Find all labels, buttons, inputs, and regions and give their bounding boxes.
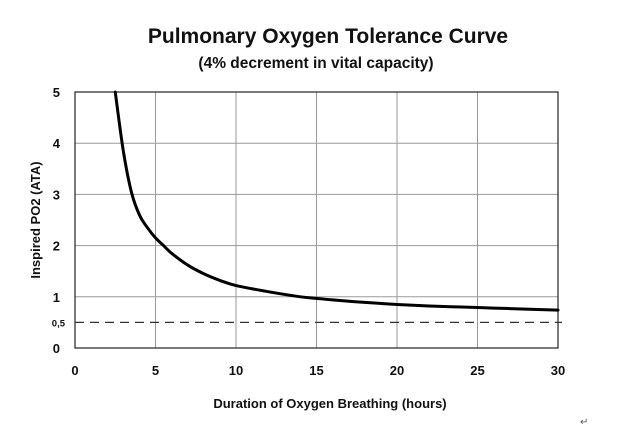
x-axis-ticks: 0 5 10 15 20 25 30 <box>71 363 565 378</box>
y-tick-label: 2 <box>53 239 60 254</box>
y-tick-label: 5 <box>53 85 60 100</box>
x-axis-label: Duration of Oxygen Breathing (hours) <box>213 396 446 411</box>
x-tick-label: 30 <box>551 363 565 378</box>
x-tick-label: 20 <box>390 363 404 378</box>
x-tick-label: 10 <box>229 363 243 378</box>
x-tick-label: 0 <box>71 363 78 378</box>
corner-mark: ↵ <box>580 417 588 428</box>
y-tick-label: 3 <box>53 187 60 202</box>
chart-subtitle: (4% decrement in vital capacity) <box>198 55 433 72</box>
y-axis-ticks: 0 1 2 3 4 5 <box>53 85 61 356</box>
y-tick-label: 0 <box>53 341 60 356</box>
series-line <box>113 90 560 312</box>
x-tick-label: 15 <box>309 363 323 378</box>
plot-frame <box>74 91 559 349</box>
grid <box>74 91 559 349</box>
chart-title: Pulmonary Oxygen Tolerance Curve <box>148 25 508 48</box>
y-axis-label: Inspired PO2 (ATA) <box>28 161 43 278</box>
x-tick-label: 25 <box>470 363 484 378</box>
y-tick-label: 1 <box>53 290 60 305</box>
reference-line-label: 0,5 <box>52 318 66 329</box>
x-tick-label: 5 <box>152 363 159 378</box>
y-tick-label: 4 <box>53 136 61 151</box>
